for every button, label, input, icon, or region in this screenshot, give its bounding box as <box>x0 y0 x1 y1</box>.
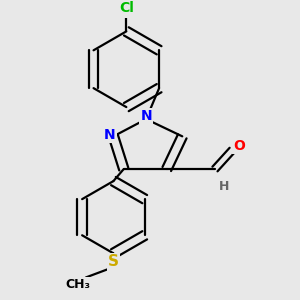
Text: O: O <box>233 139 245 153</box>
Text: CH₃: CH₃ <box>66 278 91 291</box>
Text: Cl: Cl <box>119 1 134 15</box>
Text: S: S <box>108 254 119 269</box>
Text: N: N <box>140 109 152 123</box>
Text: N: N <box>104 128 116 142</box>
Text: H: H <box>218 180 229 193</box>
